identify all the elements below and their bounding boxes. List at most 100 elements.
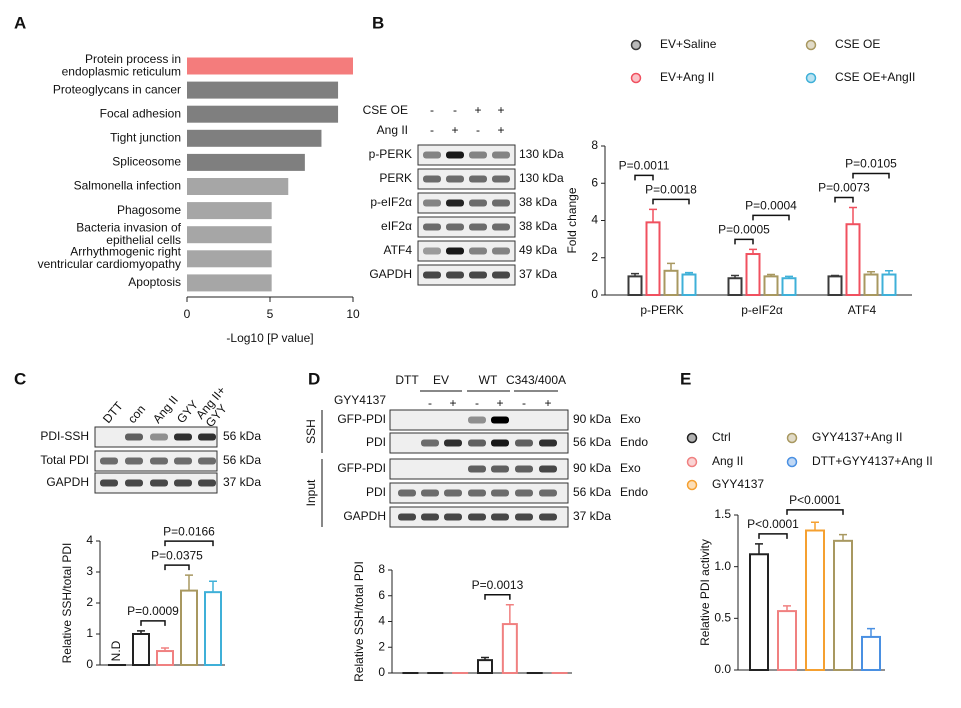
band	[125, 433, 143, 441]
y-tick-label: 0.5	[714, 611, 731, 625]
band	[491, 489, 509, 497]
y-tick-label: 6	[591, 175, 598, 189]
band	[423, 223, 441, 231]
legend-label: GYY4137	[712, 477, 764, 491]
error-bar	[185, 574, 193, 591]
y-tick-label: 0	[378, 665, 385, 679]
significance-bracket	[484, 594, 511, 600]
blot-size: 130 kDa	[519, 171, 564, 185]
error-bar	[481, 656, 489, 661]
blot-size: 49 kDa	[519, 243, 557, 257]
blot-size: 56 kDa	[573, 485, 611, 499]
blot-row-label: PDI	[366, 485, 386, 499]
blot-header: GYY4137	[334, 393, 386, 407]
blot-group-label: WT	[479, 373, 498, 387]
error-bar	[161, 647, 169, 652]
band	[446, 247, 464, 255]
band	[100, 457, 118, 465]
panel-letter: E	[680, 369, 691, 388]
legend-marker	[686, 456, 698, 468]
bar	[187, 250, 272, 268]
category-label: Focal adhesion	[100, 106, 181, 120]
bar	[187, 274, 272, 292]
blot-lane-mark: +	[497, 123, 504, 137]
blot-tag: Endo	[620, 435, 648, 449]
blot-size: 38 kDa	[519, 195, 557, 209]
blot-tag: Endo	[620, 485, 648, 499]
legend-label: Ctrl	[712, 430, 731, 444]
annotation: P=0.0005	[718, 223, 770, 237]
blot-lane-mark: -	[428, 396, 432, 410]
y-tick-label: 8	[378, 562, 385, 576]
error-bar	[849, 206, 857, 225]
y-tick-label: 1	[86, 626, 93, 640]
band	[421, 439, 439, 447]
legend-marker	[786, 432, 798, 444]
y-axis-label: Relative PDI activity	[698, 539, 712, 646]
y-tick-label: 3	[86, 564, 93, 578]
band	[174, 433, 192, 441]
significance-bracket	[758, 533, 788, 539]
band	[444, 439, 462, 447]
annotation: P=0.0375	[151, 548, 203, 562]
blot-size: 37 kDa	[223, 475, 261, 489]
x-axis-label: -Log10 [P value]	[226, 331, 313, 345]
blot-lane-label: Ang II+GYY	[193, 384, 238, 430]
annotation: P=0.0105	[845, 157, 897, 171]
legend-marker	[786, 456, 798, 468]
bar	[187, 81, 339, 99]
blot-lane-mark: +	[451, 123, 458, 137]
bar	[187, 57, 353, 75]
error-bar	[755, 543, 763, 555]
error-bar	[685, 271, 693, 275]
category-label: Proteoglycans in cancer	[53, 82, 181, 96]
annotation: P=0.0018	[645, 182, 697, 196]
error-bar	[885, 270, 893, 275]
bar	[777, 610, 797, 671]
band	[469, 247, 487, 255]
band	[446, 271, 464, 279]
legend-marker	[630, 39, 642, 51]
blot-group-label: DTT	[395, 373, 419, 387]
annotation: N.D	[109, 640, 123, 661]
significance-bracket	[634, 174, 654, 181]
blot-lane-label: DTT	[100, 399, 126, 426]
bar	[833, 539, 853, 671]
error-bar	[667, 262, 675, 271]
band	[150, 457, 168, 465]
y-axis-label: Relative SSH/total PDI	[60, 543, 74, 664]
y-tick-label: 8	[591, 138, 598, 152]
band	[492, 151, 510, 159]
bar	[132, 633, 150, 666]
band	[539, 513, 557, 521]
legend-label: EV+Saline	[660, 37, 717, 51]
error-bar	[831, 274, 839, 277]
band	[150, 433, 168, 441]
significance-bracket	[834, 196, 854, 203]
blot-lane-mark: -	[476, 123, 480, 137]
legend-marker	[805, 39, 817, 51]
band	[492, 247, 510, 255]
error-bar	[731, 274, 739, 279]
legend-label: GYY4137+Ang II	[812, 430, 902, 444]
band	[492, 175, 510, 183]
annotation: P<0.0001	[747, 517, 799, 531]
category-label: Arrhythmogenic right ventricular cardiomy…	[38, 245, 182, 272]
band	[423, 247, 441, 255]
blot-strip	[417, 240, 516, 262]
y-tick-label: 0	[591, 287, 598, 301]
band	[100, 479, 118, 487]
blot-size: 37 kDa	[519, 267, 557, 281]
y-tick-label: 4	[378, 614, 385, 628]
bar	[781, 277, 797, 296]
blot-row-label: GAPDH	[369, 267, 412, 281]
bar	[861, 635, 881, 672]
band	[421, 513, 439, 521]
category-label: Salmonella infection	[74, 179, 181, 193]
legend-marker	[686, 479, 698, 491]
blot-size: 56 kDa	[223, 453, 261, 467]
category-label: Bacteria invasion of epithelial cells	[76, 221, 181, 248]
band	[469, 151, 487, 159]
band	[444, 489, 462, 497]
band	[539, 465, 557, 473]
